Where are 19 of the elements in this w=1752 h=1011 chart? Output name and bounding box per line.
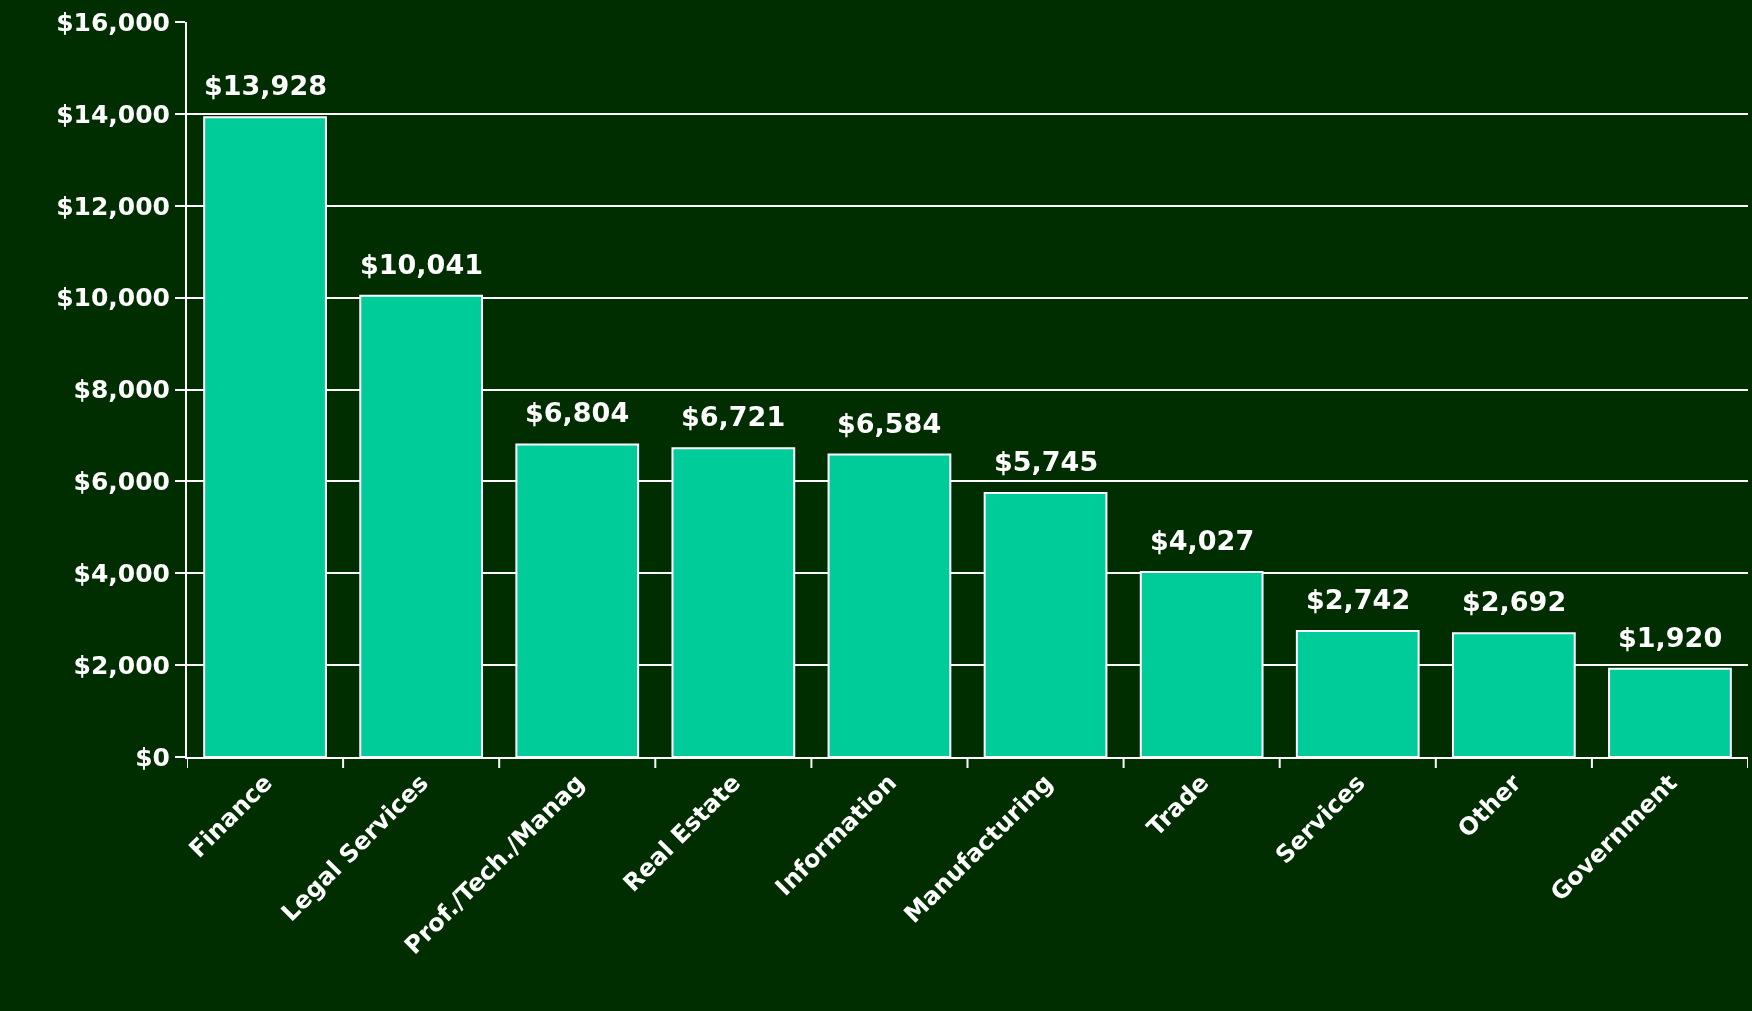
y-tick-label: $0 (135, 742, 170, 772)
y-tick-label: $14,000 (56, 99, 170, 129)
data-label: $6,804 (525, 397, 630, 428)
y-tick-label: $12,000 (56, 191, 170, 221)
y-tick-label: $6,000 (73, 467, 170, 497)
data-label: $2,742 (1306, 584, 1411, 615)
y-tick-label: $16,000 (56, 7, 170, 37)
y-tick-label: $10,000 (56, 283, 170, 313)
data-label: $13,928 (204, 70, 327, 101)
data-label: $6,721 (681, 401, 786, 432)
data-label: $6,584 (837, 408, 942, 439)
y-tick-label: $8,000 (73, 375, 170, 405)
data-label: $4,027 (1150, 525, 1255, 556)
data-label: $1,920 (1618, 622, 1723, 653)
data-label: $2,692 (1462, 586, 1567, 617)
data-label: $10,041 (360, 249, 483, 280)
y-tick-label: $2,000 (73, 650, 170, 680)
y-tick-label: $4,000 (73, 559, 170, 588)
data-label: $5,745 (994, 446, 1099, 477)
